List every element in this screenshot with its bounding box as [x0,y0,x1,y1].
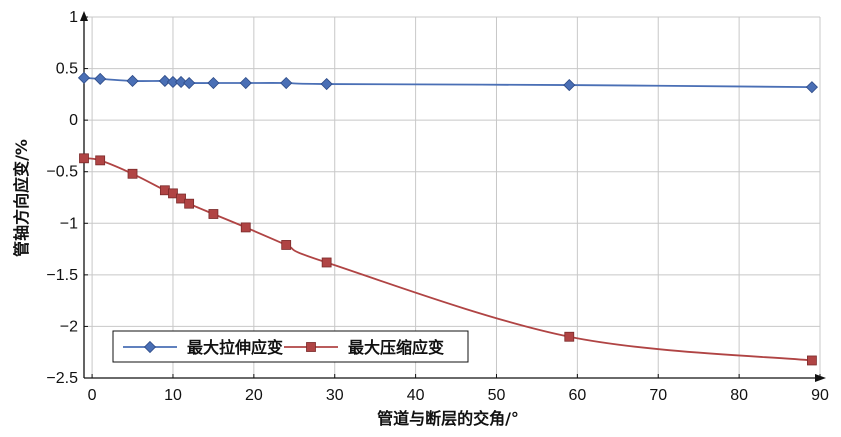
series-line-compression [83,157,812,362]
y-axis-label: 管轴方向应变/% [12,139,31,257]
data-point-compression [184,198,195,209]
x-tick-label: 0 [88,387,97,404]
data-point-tension [126,74,139,88]
y-tick-label: 0 [69,112,78,129]
legend-label: 最大压缩应变 [348,338,444,357]
data-point-compression [79,153,89,164]
y-tick-label: 1 [69,9,78,26]
data-point-tension [805,81,818,94]
y-tick-label: −0.5 [46,164,78,181]
x-tick-label: 40 [407,387,425,404]
x-tick-label: 70 [649,387,667,404]
data-point-tension [183,76,196,90]
data-point-compression [159,185,170,196]
data-point-tension [320,77,333,91]
data-point-compression [321,257,332,268]
plot-series [77,71,818,366]
x-tick-label: 60 [568,387,586,404]
data-point-tension [77,71,91,84]
data-point-compression [176,193,186,204]
x-tick-labels: 0 10 20 30 40 50 60 70 80 90 [88,387,829,404]
data-point-compression [564,331,575,342]
y-tick-label: −2.5 [46,370,78,387]
data-point-tension [563,79,576,92]
x-tick-label: 10 [164,387,182,404]
data-point-tension [239,76,252,90]
y-axis-arrow [80,11,88,21]
data-point-tension [280,76,293,90]
x-tick-label: 20 [245,387,263,404]
y-tick-label: −1 [60,215,78,232]
data-point-compression [240,222,251,233]
y-tick-label: −1.5 [46,267,78,284]
data-point-tension [207,76,220,90]
x-tick-label: 80 [730,387,748,404]
data-point-compression [208,209,219,219]
data-point-compression [95,155,106,166]
x-tick-label: 50 [488,387,506,404]
y-tick-label: −2 [60,318,78,335]
data-point-compression [168,188,178,199]
x-tick-label: 30 [326,387,344,404]
grid-lines [84,16,821,378]
legend-marker [143,340,157,354]
data-point-tension [166,75,180,89]
data-point-tension [94,72,107,85]
data-point-tension [174,75,188,89]
legend: 最大拉伸应变 最大压缩应变 [112,330,469,363]
legend-marker [306,342,316,352]
x-tick-label: 90 [811,387,829,404]
legend-label: 最大拉伸应变 [187,338,283,357]
data-point-compression [127,168,138,179]
y-tick-labels: 1 0.5 0 −0.5 −1 −1.5 −2 −2.5 [46,9,78,387]
data-point-tension [158,74,171,88]
y-tick-label: 0.5 [56,61,78,78]
data-point-compression [281,240,292,250]
data-point-compression [807,355,817,366]
x-axis-label: 管道与断层的交角/° [377,409,519,428]
